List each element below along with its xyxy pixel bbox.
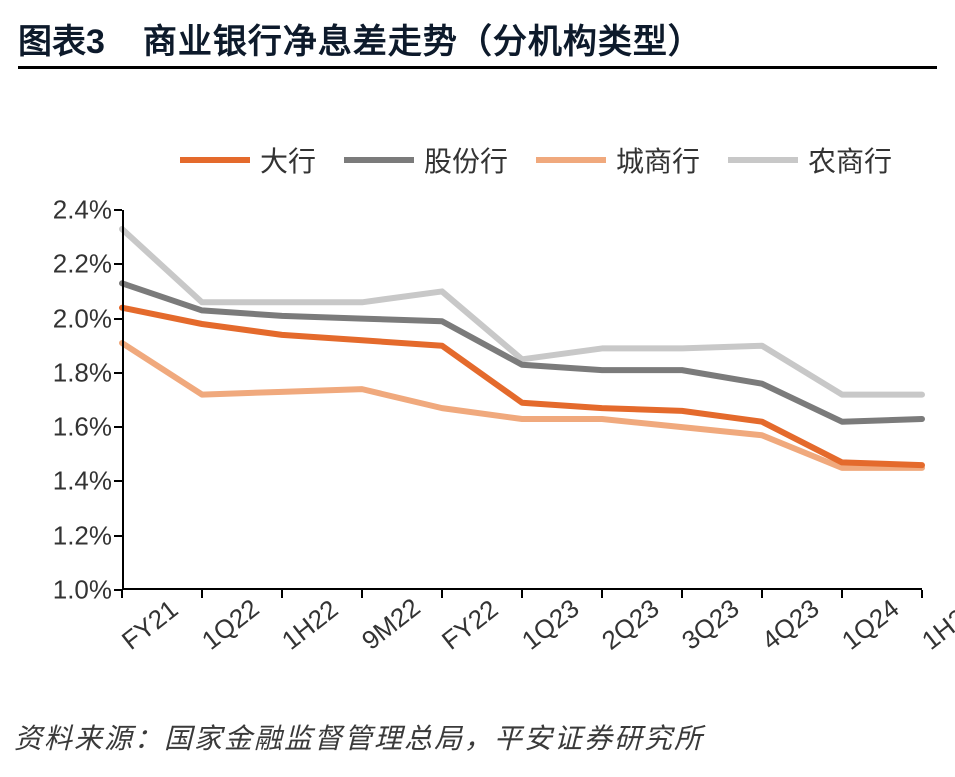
legend-swatch: [344, 157, 414, 163]
legend-swatch: [180, 157, 250, 163]
legend-item-rural: 农商行: [728, 140, 892, 180]
x-tick: [521, 590, 523, 598]
title-bar: 图表3 商业银行净息差走势（分机构类型）: [18, 14, 937, 69]
x-tick-label: 1Q23: [516, 593, 585, 657]
x-tick-label: FY22: [436, 594, 504, 657]
legend-label: 大行: [260, 140, 316, 180]
source-line: 资料来源：国家金融监督管理总局，平安证券研究所: [14, 717, 704, 757]
source-prefix: 资料来源：: [14, 723, 164, 754]
legend-swatch: [728, 157, 798, 163]
legend-label: 城商行: [616, 140, 700, 180]
series-large: [122, 308, 922, 465]
x-tick-label: 1H22: [276, 594, 344, 657]
legend-label: 股份行: [424, 140, 508, 180]
y-axis: [122, 210, 124, 590]
chart-lines: [122, 210, 922, 590]
line-chart: 1.0%1.2%1.4%1.6%1.8%2.0%2.2%2.4%FY211Q22…: [122, 210, 922, 590]
legend-item-large: 大行: [180, 140, 316, 180]
x-tick-label: 2Q23: [596, 593, 665, 657]
legend-item-city: 城商行: [536, 140, 700, 180]
y-tick-label: 1.8%: [53, 357, 122, 388]
source-text: 国家金融监督管理总局，平安证券研究所: [164, 723, 704, 754]
x-tick-label: 3Q23: [676, 593, 745, 657]
x-tick: [121, 590, 123, 598]
x-tick-label: 1Q24: [836, 593, 905, 657]
x-tick: [841, 590, 843, 598]
legend-swatch: [536, 157, 606, 163]
legend-label: 农商行: [808, 140, 892, 180]
x-tick: [281, 590, 283, 598]
x-tick-label: 1Q22: [196, 593, 265, 657]
y-tick-label: 1.0%: [53, 575, 122, 606]
y-tick-label: 2.4%: [53, 195, 122, 226]
legend: 大行 股份行 城商行 农商行: [180, 140, 892, 180]
y-tick-label: 1.6%: [53, 412, 122, 443]
x-tick: [201, 590, 203, 598]
figure-container: 图表3 商业银行净息差走势（分机构类型） 大行股份行城商行农商行 1.0%1.2…: [0, 0, 955, 777]
x-tick: [761, 590, 763, 598]
y-tick-label: 2.2%: [53, 249, 122, 280]
x-tick: [361, 590, 363, 598]
y-tick-label: 1.4%: [53, 466, 122, 497]
y-tick-label: 1.2%: [53, 520, 122, 551]
y-tick-label: 2.0%: [53, 303, 122, 334]
figure-title: 商业银行净息差走势（分机构类型）: [143, 14, 703, 63]
x-tick: [441, 590, 443, 598]
x-tick-label: 9M22: [356, 592, 426, 656]
x-tick: [921, 590, 923, 598]
x-tick: [681, 590, 683, 598]
figure-number: 图表3: [18, 14, 105, 63]
x-tick-label: FY21: [116, 594, 184, 657]
x-tick: [601, 590, 603, 598]
x-tick-label: 4Q23: [756, 593, 825, 657]
x-tick-label: 1H24: [916, 594, 955, 657]
legend-item-joint: 股份行: [344, 140, 508, 180]
